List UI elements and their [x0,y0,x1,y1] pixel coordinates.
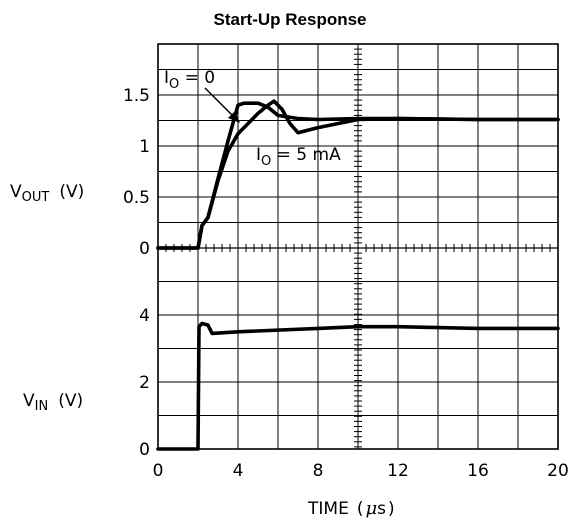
y-tick-label: 1.5 [123,86,150,106]
series-line-i-o-5-ma [156,99,560,250]
series-line-v-in [156,321,560,451]
y-tick-label: 4 [139,306,150,326]
vin-y-tick-labels: 0 2 4 [139,306,150,460]
vout-axis-label: VOUT (V) [10,182,84,205]
x-tick-label: 20 [547,461,569,481]
chart-title: Start-Up Response [213,10,366,29]
y-tick-label: 0 [139,440,150,460]
y-tick-label: 1 [139,137,150,157]
y-tick-label: 2 [139,373,150,393]
vout-y-tick-labels: 0 0.5 1 1.5 [123,86,150,259]
vin-axis-label: VIN (V) [23,391,83,414]
x-tick-label: 8 [313,461,324,481]
x-tick-labels: 0 4 8 12 16 20 [153,461,569,481]
annotation-io-5ma: IO = 5 mA [256,145,341,169]
x-tick-label: 12 [387,461,409,481]
y-tick-label: 0.5 [123,188,150,208]
y-tick-label: 0 [139,239,150,259]
x-tick-label: 0 [153,461,164,481]
series-lines [156,99,560,451]
annotation-arrow [204,87,240,123]
x-tick-label: 4 [233,461,244,481]
x-axis-label: TIME(μs) [307,498,395,519]
annotation-io-zero: IO = 0 [164,68,215,92]
x-tick-label: 16 [467,461,489,481]
